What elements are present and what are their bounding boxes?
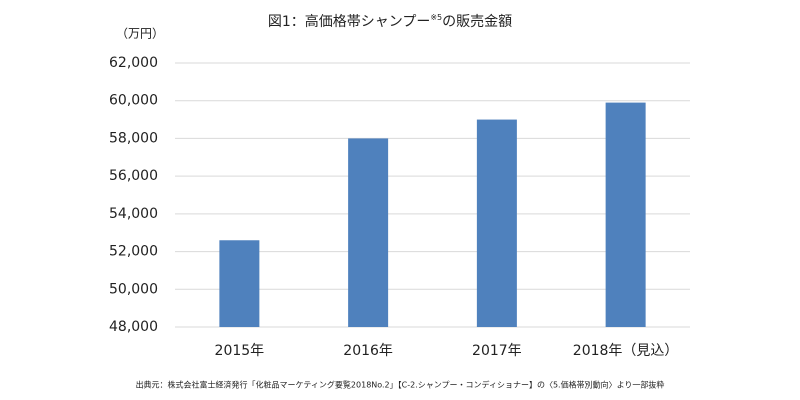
bar — [348, 138, 389, 327]
y-tick-label: 56,000 — [109, 168, 158, 184]
chart-title: 図1：高価格帯シャンプー※5の販売金額 — [268, 13, 512, 31]
source-note: 出典元：株式会社富士経済発行「化粧品マーケティング要覧2018No.2」【C-2… — [136, 380, 665, 390]
y-tick-label: 54,000 — [109, 206, 158, 222]
bar — [219, 240, 260, 327]
x-tick-label: 2018年（見込） — [573, 343, 679, 359]
y-tick-label: 50,000 — [109, 281, 158, 297]
y-tick-label: 52,000 — [109, 244, 158, 260]
x-tick-label: 2016年 — [343, 343, 393, 359]
title-note: ※5 — [430, 13, 442, 22]
title-suffix: の販売金額 — [442, 14, 512, 30]
title-main: 図1：高価格帯シャンプー — [268, 13, 431, 30]
y-tick-label: 48,000 — [109, 319, 158, 335]
bar — [476, 119, 517, 327]
y-unit: （万円） — [116, 27, 164, 41]
y-tick-label: 62,000 — [109, 55, 158, 71]
bar — [605, 102, 646, 327]
x-tick-label: 2015年 — [215, 343, 265, 359]
x-tick-label: 2017年 — [472, 343, 522, 359]
y-tick-label: 60,000 — [109, 93, 158, 109]
y-tick-label: 58,000 — [109, 130, 158, 146]
